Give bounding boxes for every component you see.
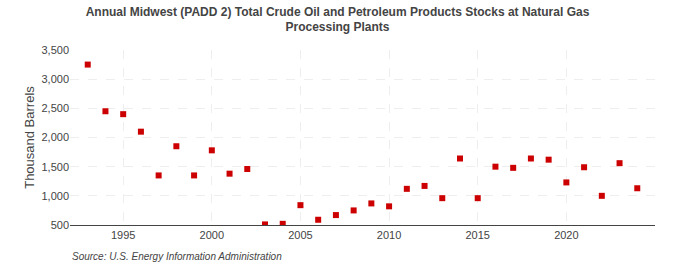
svg-text:1,000: 1,000 [41,190,69,202]
svg-text:3,500: 3,500 [41,44,69,56]
svg-text:Annual Midwest (PADD 2) Total: Annual Midwest (PADD 2) Total Crude Oil … [86,5,590,35]
svg-text:2,500: 2,500 [41,102,69,114]
svg-text:Thousand Barrels: Thousand Barrels [22,86,37,189]
svg-text:Source: U.S. Energy Informatio: Source: U.S. Energy Information Administ… [72,251,282,262]
svg-text:3,000: 3,000 [41,73,69,85]
svg-text:2,000: 2,000 [41,131,69,143]
svg-text:2005: 2005 [288,229,312,241]
svg-text:500: 500 [51,219,69,231]
svg-text:2000: 2000 [200,229,224,241]
svg-text:1,500: 1,500 [41,161,69,173]
svg-text:2020: 2020 [554,229,578,241]
svg-text:2010: 2010 [377,229,401,241]
svg-text:1995: 1995 [111,229,135,241]
svg-text:2015: 2015 [465,229,489,241]
